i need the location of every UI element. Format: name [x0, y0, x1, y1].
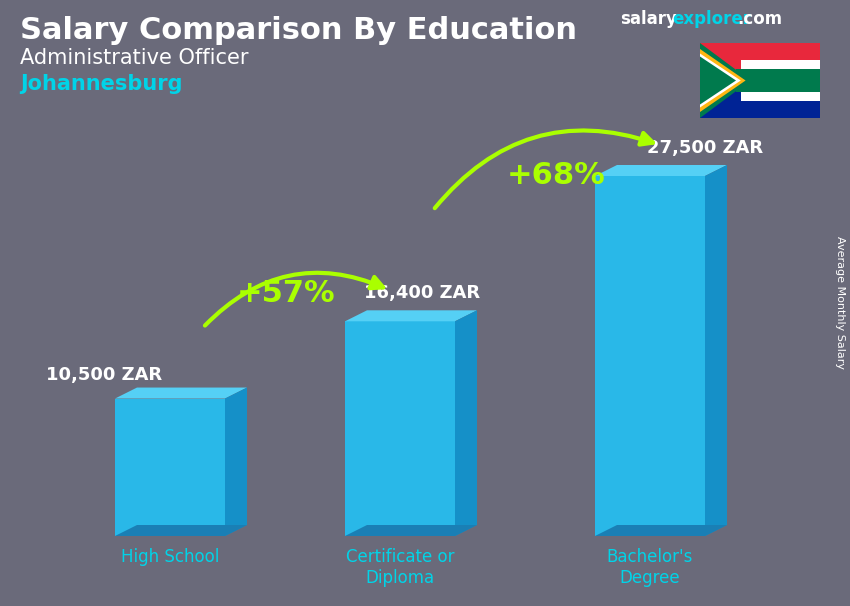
Text: Salary Comparison By Education: Salary Comparison By Education	[20, 16, 577, 45]
Bar	[741, 92, 820, 101]
Text: salary: salary	[620, 10, 677, 28]
Text: Average Monthly Salary: Average Monthly Salary	[835, 236, 845, 370]
Bar	[595, 176, 705, 536]
Polygon shape	[595, 165, 727, 176]
Text: Administrative Officer: Administrative Officer	[20, 48, 248, 68]
Polygon shape	[345, 525, 477, 536]
Text: Johannesburg: Johannesburg	[20, 74, 183, 94]
Polygon shape	[705, 165, 727, 536]
Polygon shape	[115, 525, 247, 536]
Polygon shape	[455, 310, 477, 536]
Text: 10,500 ZAR: 10,500 ZAR	[46, 365, 162, 384]
Bar	[700, 43, 820, 81]
Polygon shape	[345, 310, 477, 321]
Bar	[736, 69, 820, 92]
Polygon shape	[115, 388, 247, 399]
Bar	[700, 81, 820, 118]
Text: Certificate or
Diploma: Certificate or Diploma	[346, 548, 454, 587]
Bar	[115, 399, 225, 536]
Polygon shape	[700, 53, 741, 107]
Text: +57%: +57%	[237, 279, 336, 308]
Text: 27,500 ZAR: 27,500 ZAR	[647, 139, 763, 157]
FancyArrowPatch shape	[434, 130, 653, 208]
FancyArrowPatch shape	[205, 273, 383, 325]
Polygon shape	[700, 43, 751, 118]
Text: .com: .com	[737, 10, 782, 28]
Text: High School: High School	[121, 548, 219, 566]
Polygon shape	[700, 56, 736, 104]
Bar	[345, 321, 455, 536]
Text: +68%: +68%	[507, 161, 606, 190]
Bar	[741, 60, 820, 69]
Text: explorer: explorer	[672, 10, 751, 28]
Polygon shape	[595, 525, 727, 536]
Polygon shape	[700, 49, 745, 112]
Polygon shape	[225, 388, 247, 536]
Text: Bachelor's
Degree: Bachelor's Degree	[607, 548, 694, 587]
Text: 16,400 ZAR: 16,400 ZAR	[364, 284, 480, 302]
